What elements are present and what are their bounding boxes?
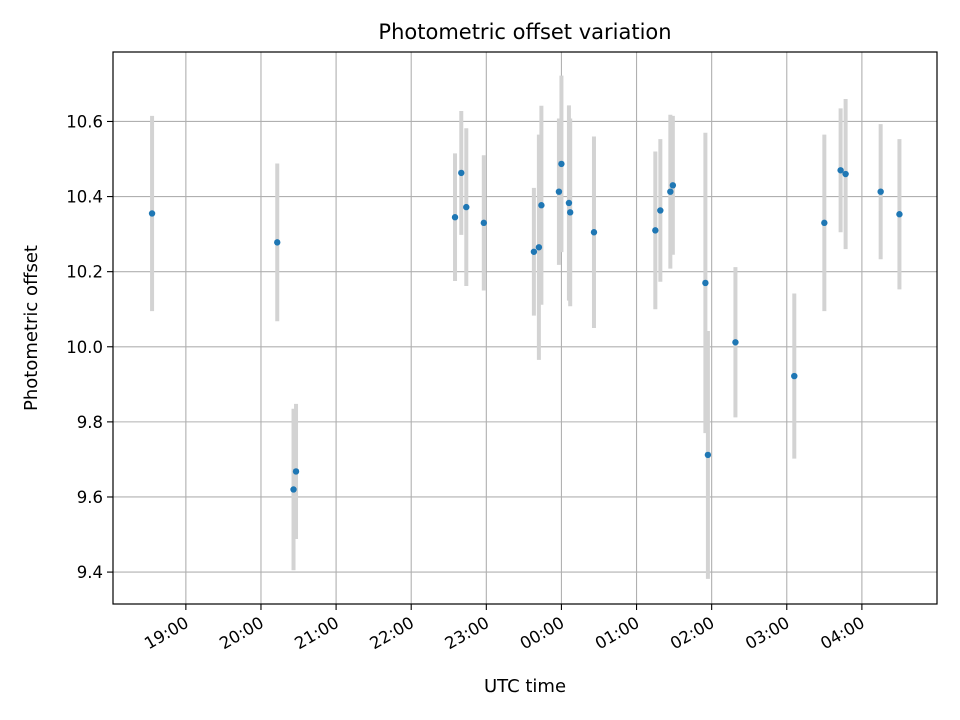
data-point [558, 160, 565, 168]
y-tick-label: 9.4 [77, 563, 103, 582]
y-tick-label: 10.0 [66, 338, 103, 357]
data-point [555, 188, 563, 195]
data-point [274, 239, 281, 246]
data-point [732, 339, 739, 346]
data-point [667, 188, 674, 195]
data-point [566, 209, 574, 216]
data-point [669, 182, 677, 189]
data-point [657, 207, 664, 214]
data-point [451, 214, 459, 221]
plot-area [113, 52, 937, 604]
data-point [702, 279, 709, 287]
x-axis-label: UTC time [484, 676, 566, 697]
grid-lines [113, 52, 937, 604]
data-point [590, 229, 598, 236]
y-axis-ticks: 9.4 9.6 9.8 10.0 10.2 10.4 10.6 [66, 112, 113, 582]
y-tick-label: 9.8 [77, 413, 103, 432]
data-point [463, 203, 470, 211]
data-points [148, 160, 903, 493]
data-point [896, 211, 903, 218]
data-point [538, 202, 545, 209]
y-axis-label: Photometric offset [21, 245, 42, 411]
data-point [565, 199, 573, 207]
data-point [704, 451, 712, 459]
plot-frame [112, 51, 938, 605]
data-point [290, 486, 297, 493]
data-point [458, 169, 465, 177]
y-tick-label: 10.2 [66, 263, 103, 282]
data-point [480, 219, 488, 227]
y-tick-label: 10.4 [66, 188, 103, 207]
data-point [530, 248, 538, 255]
data-point [821, 219, 828, 227]
data-point [292, 468, 300, 475]
data-point [877, 188, 884, 195]
data-point [791, 372, 798, 380]
data-point [842, 170, 849, 178]
data-point [837, 167, 844, 174]
data-point [535, 244, 543, 251]
chart-title: Photometric offset variation [378, 20, 671, 44]
data-point [148, 210, 156, 217]
y-tick-label: 10.6 [66, 112, 103, 131]
data-point [652, 227, 659, 234]
y-tick-label: 9.6 [77, 488, 103, 507]
